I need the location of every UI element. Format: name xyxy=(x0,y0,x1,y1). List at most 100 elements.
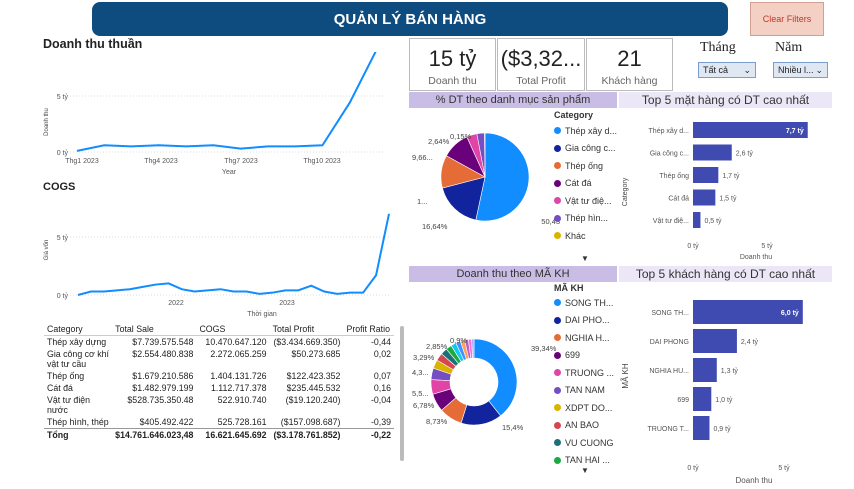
y-tick: 0 tỷ xyxy=(57,293,69,300)
legend-item[interactable]: Cát đá xyxy=(554,175,614,193)
cogs-line-chart: Giá vốn 5 tỷ 0 tỷ 2022 2023 Thời gian xyxy=(44,213,390,318)
top-customers-bar-chart: MÃ KH 0 tỷ 5 tỷ Doanh thu SONG TH... 6,0 … xyxy=(621,300,803,485)
column-header[interactable]: Profit Ratio xyxy=(343,323,394,336)
bar[interactable] xyxy=(693,358,717,382)
table-cell: $122.423.352 xyxy=(286,371,341,381)
column-header[interactable]: Category xyxy=(44,323,113,336)
table-row[interactable]: Gia công cơ khí vật tư cầu $2.554.480.838… xyxy=(44,348,394,370)
table-cell: $1.482.979.199 xyxy=(132,383,194,393)
data-label: 16,64% xyxy=(422,222,448,231)
legend-label: NGHIA H... xyxy=(565,332,610,343)
revenue-line-chart: Doanh thu 5 tỷ 0 tỷ Thg1 2023 Thg4 2023 … xyxy=(44,52,385,176)
x-tick: 0 tỷ xyxy=(687,465,699,472)
legend-swatch xyxy=(554,456,561,464)
pie-slice[interactable] xyxy=(475,132,530,222)
legend-swatch xyxy=(554,404,561,412)
legend-label: Thép ống xyxy=(565,160,604,171)
table-row[interactable]: Thép hình, thép $405.492.422 525.728.161 ($… xyxy=(44,416,394,429)
chevron-down-icon[interactable]: ▼ xyxy=(581,254,589,263)
legend-item[interactable]: AN BAO xyxy=(554,417,614,435)
category-label: NGHIA HU... xyxy=(649,368,689,375)
kpi-card-customers: 21 Khách hàng xyxy=(586,38,673,91)
data-label: 50,43% xyxy=(541,217,560,226)
legend-item[interactable]: 699 xyxy=(554,347,614,365)
table-scrollbar[interactable] xyxy=(400,326,404,461)
table-row[interactable]: Cát đá $1.482.979.199 1.112.717.378 $235.44… xyxy=(44,382,394,394)
bar[interactable] xyxy=(693,167,719,183)
bar[interactable] xyxy=(693,387,712,411)
column-header[interactable]: Total Profit xyxy=(269,323,344,336)
data-label: 2,6 tỷ xyxy=(736,151,754,158)
kpi-value: 21 xyxy=(617,46,642,71)
legend-swatch xyxy=(554,299,561,307)
legend-item[interactable]: Vật tư điệ... xyxy=(554,192,614,210)
legend-item[interactable]: Gia công c... xyxy=(554,140,616,158)
data-label: 2,4 tỷ xyxy=(741,339,759,346)
table-row[interactable]: Thép ống $1.679.210.586 1.404.131.726 $122.… xyxy=(44,370,394,382)
bar[interactable] xyxy=(693,189,716,206)
table-cell: 522.910.740 xyxy=(217,395,267,405)
legend-item[interactable]: VU CUONG xyxy=(554,434,614,452)
legend-item[interactable]: TAN NAM xyxy=(554,382,614,400)
table-cell: 0,02 xyxy=(373,349,391,359)
legend-swatch xyxy=(554,144,561,152)
data-label: 1,5 tỷ xyxy=(719,196,737,203)
table-cell: Thép xây dựng xyxy=(47,337,107,347)
pie-slice[interactable] xyxy=(442,176,486,221)
column-header[interactable]: COGS xyxy=(196,323,270,336)
bar[interactable] xyxy=(693,416,710,440)
clear-filters-button[interactable]: Clear Filters xyxy=(750,2,824,36)
legend-label: SONG TH... xyxy=(565,297,614,308)
legend-swatch xyxy=(554,127,561,135)
data-label: 8,73% xyxy=(426,417,448,426)
bar[interactable] xyxy=(693,212,701,228)
legend-item[interactable]: SONG TH... xyxy=(554,294,614,312)
legend-swatch xyxy=(554,214,561,222)
bar[interactable] xyxy=(693,300,803,324)
legend-item[interactable]: DAI PHO... xyxy=(554,312,614,330)
legend-item[interactable]: Khác xyxy=(554,227,614,245)
table-cell: 16.621.645.692 xyxy=(205,430,267,440)
table-cell: 0,16 xyxy=(373,383,391,393)
legend-item[interactable]: NGHIA H... xyxy=(554,329,614,347)
category-label: TRUONG T... xyxy=(648,426,690,433)
legend-item[interactable]: TRUONG ... xyxy=(554,364,614,382)
table-cell: 2.272.065.259 xyxy=(210,349,267,359)
legend-label: Khác xyxy=(565,230,586,241)
legend-title: MÃ KH xyxy=(554,283,584,293)
kpi-value: ($3,32... xyxy=(500,46,582,71)
month-dropdown[interactable]: Tất cả ⌄ xyxy=(698,62,756,78)
y-axis-label: Category xyxy=(622,177,629,206)
legend-item[interactable]: XDPT DO... xyxy=(554,399,614,417)
x-tick: 2022 xyxy=(168,300,184,307)
chevron-down-icon[interactable]: ▼ xyxy=(581,466,589,475)
legend-item[interactable]: Thép hìn... xyxy=(554,210,614,228)
x-tick: 5 tỷ xyxy=(778,465,790,472)
legend-item[interactable]: Thép ống xyxy=(554,157,614,175)
table-row[interactable]: Thép xây dựng $7.739.575.548 10.470.647.12… xyxy=(44,336,394,349)
bar[interactable] xyxy=(693,144,732,161)
y-axis-label: Doanh thu xyxy=(44,108,50,136)
x-tick: Thg7 2023 xyxy=(224,158,258,165)
bar[interactable] xyxy=(693,329,737,353)
legend-label: DAI PHO... xyxy=(565,315,610,326)
customer-donut-banner: Doanh thu theo MÃ KH xyxy=(409,266,617,282)
table-cell: $1.679.210.586 xyxy=(132,371,194,381)
customer-legend: MÃ KH SONG TH... DAI PHO... NGHIA H... 699 T… xyxy=(554,282,614,469)
top-products-bar-chart: Category 0 tỷ 5 tỷ Doanh thu Thép xây d.… xyxy=(622,122,808,261)
year-dropdown[interactable]: Nhiều l... ⌄ xyxy=(773,62,828,78)
legend-swatch xyxy=(554,334,561,342)
legend-item[interactable]: Thép xây d... xyxy=(554,122,617,140)
legend-label: 699 xyxy=(565,350,581,361)
pie-slice[interactable] xyxy=(473,338,518,417)
category-label: 699 xyxy=(677,397,689,404)
table-row[interactable]: Vật tư điện nước $528.735.350.48 522.910.7… xyxy=(44,394,394,416)
pie-slice[interactable] xyxy=(471,338,475,359)
legend-item[interactable]: TAN HAI ... xyxy=(554,452,614,470)
legend-swatch xyxy=(554,369,561,377)
bar[interactable] xyxy=(693,122,808,138)
table-header-row: Category Total Sale COGS Total Profit Pr… xyxy=(44,323,394,336)
table-total-row[interactable]: Tổng $14.761.646.023,48 16.621.645.692 ($3.… xyxy=(44,428,394,442)
column-header[interactable]: Total Sale xyxy=(112,323,197,336)
series-line xyxy=(76,52,377,152)
